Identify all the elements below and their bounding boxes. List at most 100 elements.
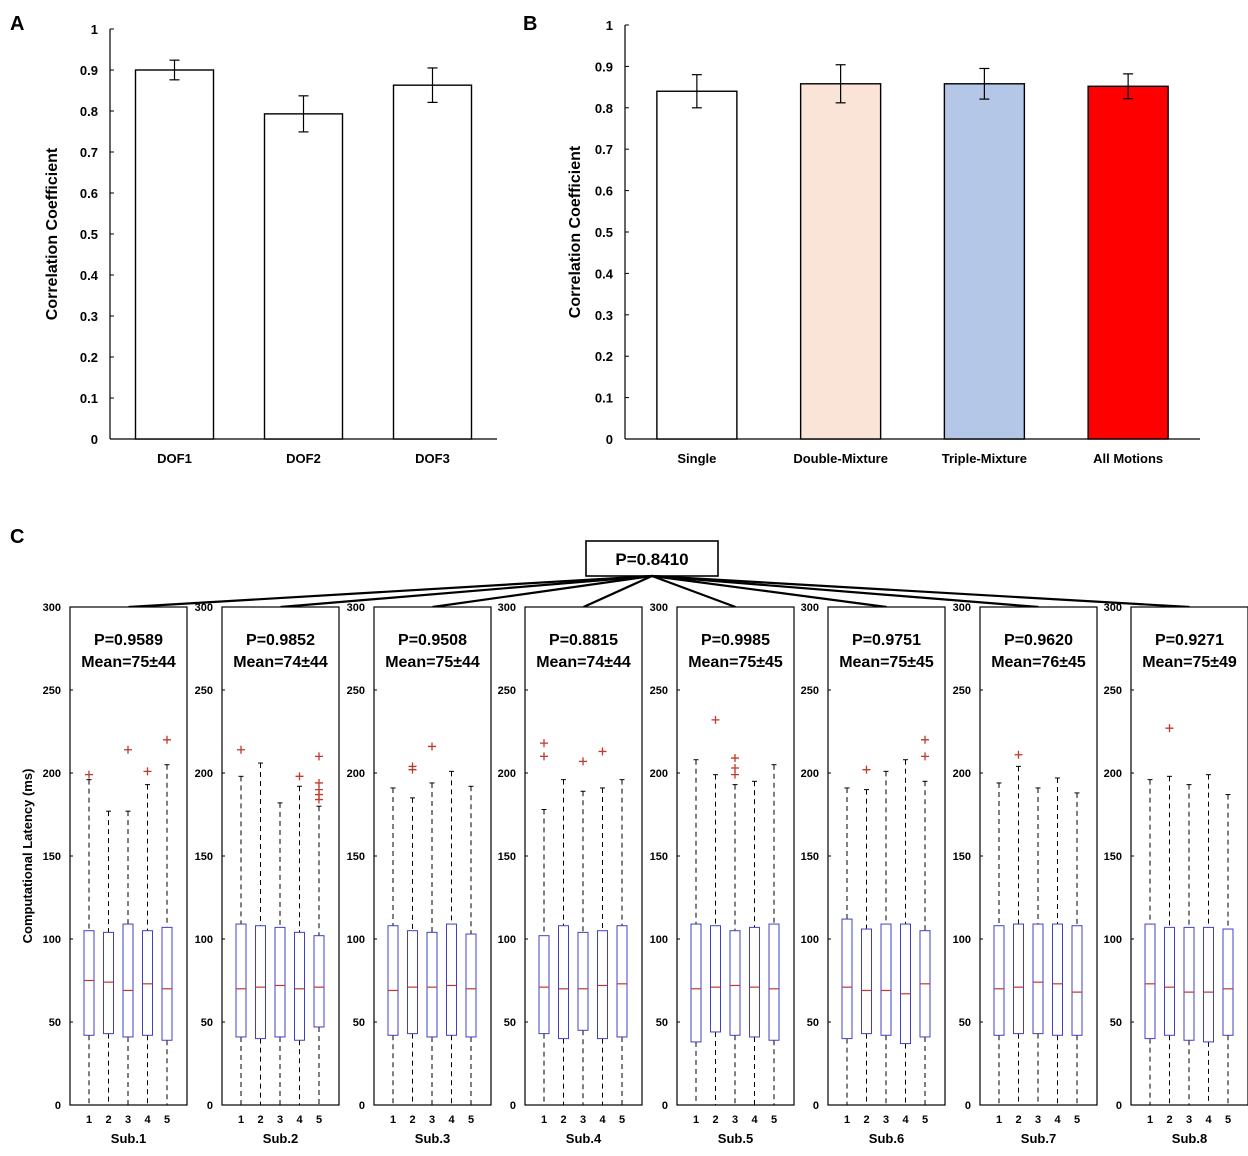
box-xtick-label: 5 xyxy=(1225,1114,1231,1126)
subject-link-line xyxy=(651,574,887,609)
box-xtick-label: 2 xyxy=(712,1114,718,1126)
panel-a-ytick-label: 0.7 xyxy=(80,145,98,160)
subject-p-value: P=0.9852 xyxy=(246,632,315,649)
box-iqr xyxy=(861,928,872,1035)
subject-ytick-label: 100 xyxy=(347,934,365,946)
subject-mean-value: Mean=75±49 xyxy=(1142,654,1237,671)
panel-b-category-label: Triple-Mixture xyxy=(942,451,1027,466)
panel-a-ytick-label: 0.1 xyxy=(80,391,98,406)
subject-ytick-label: 0 xyxy=(359,1100,365,1112)
subject-ytick-label: 200 xyxy=(347,768,365,780)
subject-ytick-label: 150 xyxy=(347,851,365,863)
panel-a-category-label: DOF1 xyxy=(157,451,192,466)
box-iqr xyxy=(1164,926,1175,1036)
subject-ytick-label: 250 xyxy=(953,685,971,697)
box-iqr xyxy=(274,926,286,1038)
subject-label: Sub.2 xyxy=(263,1131,298,1146)
subject-link-line xyxy=(651,574,736,609)
box-xtick-label: 3 xyxy=(883,1114,889,1126)
box-iqr xyxy=(880,923,892,1036)
subject-label: Sub.8 xyxy=(1172,1131,1207,1146)
box-xtick-label: 1 xyxy=(996,1114,1002,1126)
box-iqr xyxy=(749,926,760,1038)
box-outlier xyxy=(163,735,171,744)
box-outlier xyxy=(428,742,436,751)
panel-a-ytick-label: 0.3 xyxy=(80,309,98,324)
subject-mean-value: Mean=74±44 xyxy=(233,654,328,671)
subject-p-value: P=0.9589 xyxy=(94,632,163,649)
box-outlier xyxy=(237,745,245,754)
box-outlier xyxy=(408,762,417,771)
box-xtick-label: 4 xyxy=(902,1114,909,1126)
subject-ytick-label: 250 xyxy=(43,685,61,697)
subject-ytick-label: 100 xyxy=(195,934,213,946)
box-xtick-label: 4 xyxy=(751,1114,758,1126)
box-iqr xyxy=(1183,926,1195,1041)
box-iqr xyxy=(387,925,399,1036)
box-iqr xyxy=(122,923,134,1038)
panel-a-ytick-label: 0.9 xyxy=(80,63,98,78)
box-iqr xyxy=(255,925,266,1040)
box-iqr xyxy=(538,935,550,1035)
box-outlier xyxy=(921,735,929,744)
subject-ytick-label: 100 xyxy=(953,934,971,946)
subject-ytick-label: 100 xyxy=(650,934,668,946)
box-xtick-label: 4 xyxy=(599,1114,606,1126)
box-iqr xyxy=(558,925,569,1040)
subject-label: Sub.5 xyxy=(718,1131,753,1146)
box-iqr xyxy=(1013,923,1024,1035)
box-iqr xyxy=(465,933,477,1038)
box-xtick-label: 4 xyxy=(296,1114,303,1126)
box-iqr xyxy=(1222,928,1234,1036)
subject-panel-5: 0 50 100 150 200 250 300 P=0.9985 Mean=75±45 1 2 3 4… xyxy=(650,574,795,1146)
subject-ytick-label: 0 xyxy=(662,1100,668,1112)
box-outlier xyxy=(862,765,871,774)
box-iqr xyxy=(577,931,589,1031)
box-xtick-label: 4 xyxy=(1205,1114,1212,1126)
panel-b-bar xyxy=(943,83,1026,440)
box-iqr xyxy=(161,926,173,1041)
subject-link-line xyxy=(651,574,1190,609)
subject-ytick-label: 300 xyxy=(953,602,971,614)
panel-a-bar xyxy=(134,69,215,440)
box-outlier xyxy=(711,715,720,724)
box-xtick-label: 4 xyxy=(144,1114,151,1126)
panel-b-ytick-label: 0.3 xyxy=(595,308,613,323)
panel-a-ytick-label: 0.4 xyxy=(80,268,99,283)
box-outlier xyxy=(579,757,587,766)
panel-b-ytick-label: 0.8 xyxy=(595,101,613,116)
box-iqr xyxy=(1052,923,1063,1036)
box-xtick-label: 5 xyxy=(316,1114,322,1126)
box-xtick-label: 5 xyxy=(922,1114,928,1126)
box-xtick-label: 3 xyxy=(732,1114,738,1126)
subject-ytick-label: 50 xyxy=(201,1017,213,1029)
subject-ytick-label: 50 xyxy=(807,1017,819,1029)
panel-a-bar-chart: 0 0.1 0.2 0.3 0.4 0.5 0.6 0.7 0.8 0.9 1 Correlation… xyxy=(44,22,497,466)
panel-a-ytick-label: 0.8 xyxy=(80,104,98,119)
box-xtick-label: 2 xyxy=(1166,1114,1172,1126)
subject-mean-value: Mean=75±44 xyxy=(385,654,480,671)
box-iqr xyxy=(768,923,780,1041)
box-outlier xyxy=(1165,724,1174,733)
panel-a-category-label: DOF2 xyxy=(286,451,321,466)
box-xtick-label: 1 xyxy=(541,1114,547,1126)
subject-p-value: P=0.9751 xyxy=(852,632,921,649)
panel-b-bar xyxy=(656,90,738,440)
box-xtick-label: 2 xyxy=(863,1114,869,1126)
subject-ytick-label: 0 xyxy=(510,1100,516,1112)
box-iqr xyxy=(103,931,114,1035)
panel-b-ytick-label: 0.7 xyxy=(595,142,613,157)
box-outlier xyxy=(1014,750,1023,759)
panel-b-ytick-label: 0.4 xyxy=(595,266,614,281)
box-xtick-label: 1 xyxy=(86,1114,92,1126)
subject-ytick-label: 200 xyxy=(953,768,971,780)
box-xtick-label: 3 xyxy=(125,1114,131,1126)
subject-ytick-label: 0 xyxy=(55,1100,61,1112)
box-xtick-label: 1 xyxy=(693,1114,699,1126)
subject-ytick-label: 150 xyxy=(650,851,668,863)
subject-label: Sub.3 xyxy=(415,1131,450,1146)
panel-a-y-axis-label: Correlation Coefficient xyxy=(44,147,61,320)
